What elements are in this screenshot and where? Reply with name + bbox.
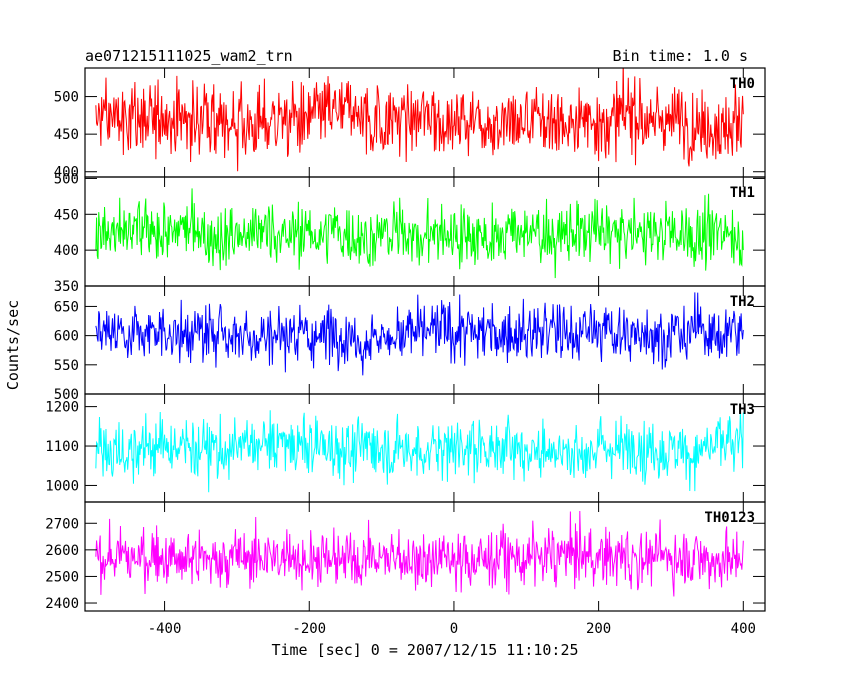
- panels: 400 450 500 TH0 350 400 450 500 TH1 500 550 600 650 T…: [45, 67, 766, 637]
- x-tick-label: 200: [586, 621, 611, 637]
- y-tick-label: 550: [54, 358, 79, 374]
- y-axis-label: Counts/sec: [4, 300, 22, 390]
- y-tick-label: 2600: [45, 543, 79, 559]
- y-tick-label: 500: [54, 90, 79, 106]
- y-tick-label: 400: [54, 165, 79, 181]
- y-tick-label: 450: [54, 207, 79, 223]
- y-tick-label: 2700: [45, 516, 79, 532]
- y-tick-label: 650: [54, 299, 79, 315]
- y-tick-label: 450: [54, 127, 79, 143]
- series-line-th1: [95, 188, 744, 279]
- chart-title: ae071215111025_wam2_trn: [85, 47, 293, 65]
- x-tick-label: -200: [292, 621, 326, 637]
- panel-label: TH1: [730, 185, 755, 201]
- panel-label: TH0: [730, 76, 755, 92]
- y-tick-label: 500: [54, 171, 79, 187]
- y-tick-label: 1200: [45, 400, 79, 416]
- bin-time-label: Bin time: 1.0 s: [613, 47, 748, 65]
- y-tick-label: 350: [54, 279, 79, 295]
- panel-label: TH0123: [704, 510, 755, 526]
- series-line-th0123: [95, 510, 744, 597]
- series-line-th3: [95, 410, 744, 493]
- panel-th1: 350 400 450 500 TH1: [54, 171, 766, 295]
- panel-frame: [84, 501, 766, 612]
- y-tick-label: 600: [54, 329, 79, 345]
- y-tick-label: 2500: [45, 569, 79, 585]
- y-tick-label: 500: [54, 387, 79, 403]
- panel-th2: 500 550 600 650 TH2: [54, 285, 766, 403]
- panel-th0123: 2400 2500 2600 2700 TH0123: [45, 501, 766, 612]
- series-line-th2: [95, 292, 744, 376]
- y-tick-label: 1100: [45, 439, 79, 455]
- x-tick-label: 0: [450, 621, 458, 637]
- x-axis-label: Time [sec] 0 = 2007/12/15 11:10:25: [271, 641, 578, 659]
- panel-th0: 400 450 500 TH0: [54, 67, 766, 181]
- panel-label: TH2: [730, 294, 755, 310]
- x-tick-label: -400: [148, 621, 182, 637]
- x-tick-label: 400: [731, 621, 756, 637]
- panel-label: TH3: [730, 402, 755, 418]
- series-line-th0: [95, 68, 744, 172]
- y-tick-label: 400: [54, 243, 79, 259]
- y-tick-label: 1000: [45, 478, 79, 494]
- panel-th3: 1000 1100 1200 TH3: [45, 393, 766, 503]
- y-tick-label: 2400: [45, 596, 79, 612]
